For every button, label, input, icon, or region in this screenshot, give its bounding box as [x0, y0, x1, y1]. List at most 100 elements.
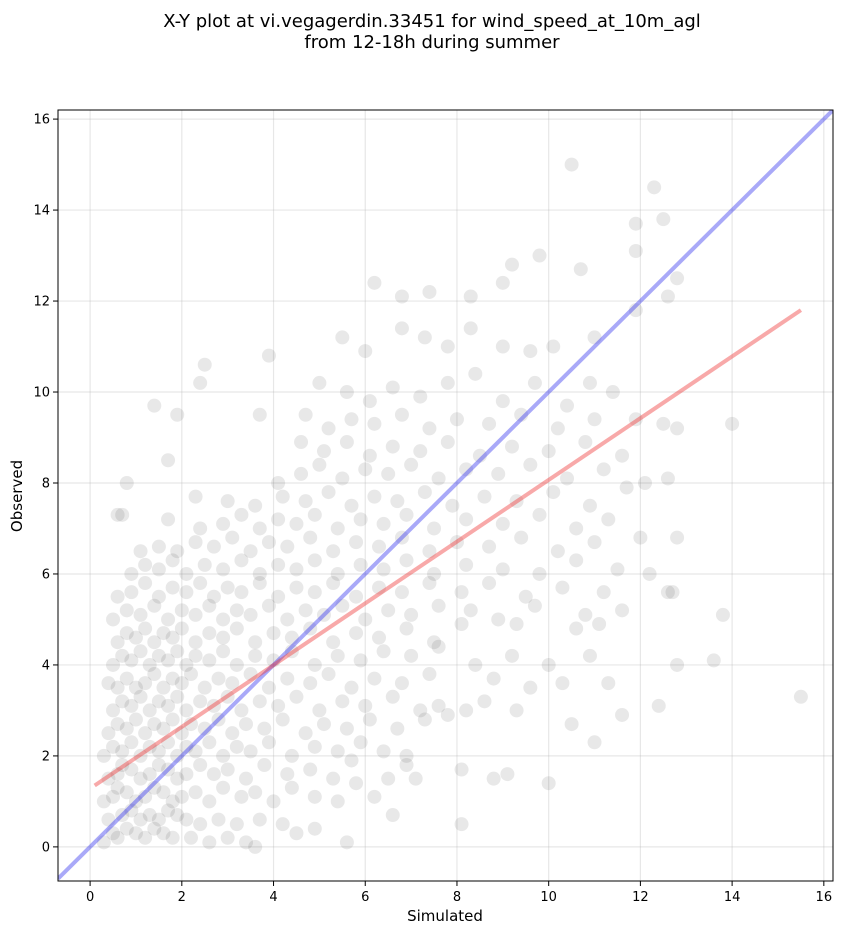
data-point	[119, 671, 134, 686]
data-point	[504, 257, 519, 272]
y-tick-label: 8	[42, 476, 50, 491]
data-point	[541, 444, 556, 459]
data-point	[252, 694, 267, 709]
data-point	[294, 466, 309, 481]
data-point	[404, 457, 419, 472]
data-point	[179, 566, 194, 581]
data-point	[239, 835, 254, 850]
data-point	[284, 748, 299, 763]
data-point	[509, 494, 524, 509]
data-point	[394, 530, 409, 545]
data-point	[344, 753, 359, 768]
data-point	[665, 585, 680, 600]
data-point	[385, 380, 400, 395]
data-point	[647, 180, 662, 195]
data-point	[394, 585, 409, 600]
data-point	[220, 689, 235, 704]
data-point	[216, 612, 231, 627]
data-point	[390, 721, 405, 736]
data-point	[124, 698, 139, 713]
data-point	[119, 475, 134, 490]
data-point	[124, 803, 139, 818]
data-point	[289, 826, 304, 841]
data-point	[170, 808, 185, 823]
data-point	[101, 726, 116, 741]
data-point	[637, 475, 652, 490]
data-point	[367, 416, 382, 431]
data-point	[523, 344, 538, 359]
data-point	[170, 644, 185, 659]
data-point	[372, 539, 387, 554]
data-point	[115, 758, 130, 773]
data-point	[193, 375, 208, 390]
data-point	[592, 617, 607, 631]
data-point	[211, 812, 226, 827]
data-points	[96, 157, 808, 854]
data-point	[188, 785, 203, 800]
data-point	[119, 603, 134, 618]
data-point	[133, 689, 148, 704]
data-point	[142, 767, 157, 782]
data-point	[243, 607, 258, 622]
data-point	[161, 512, 176, 527]
data-point	[197, 680, 212, 695]
data-point	[179, 812, 194, 827]
data-point	[587, 412, 602, 427]
x-tick-label: 10	[540, 890, 557, 905]
data-point	[486, 671, 501, 686]
data-point	[307, 657, 322, 672]
data-point	[615, 707, 630, 722]
chart-title-line-1: X-Y plot at vi.vegagerdin.33451 for wind…	[163, 11, 701, 32]
data-point	[156, 826, 171, 841]
data-point	[124, 585, 139, 600]
data-point	[628, 244, 643, 259]
chart-title-line-2: from 12-18h during summer	[304, 32, 560, 53]
data-point	[376, 744, 391, 759]
data-point	[587, 735, 602, 750]
data-point	[660, 289, 675, 304]
data-point	[569, 553, 584, 568]
data-point	[495, 516, 510, 531]
data-point	[174, 726, 189, 741]
x-tick-label: 0	[86, 890, 94, 905]
data-point	[110, 589, 125, 604]
data-point	[119, 821, 134, 836]
data-point	[261, 598, 276, 613]
data-point	[358, 698, 373, 713]
data-point	[239, 717, 254, 732]
data-point	[449, 412, 464, 427]
data-point	[431, 698, 446, 713]
data-point	[555, 580, 570, 595]
data-point	[193, 576, 208, 591]
data-point	[339, 385, 354, 400]
data-point	[362, 448, 377, 463]
x-tick-label: 12	[632, 890, 649, 905]
data-point	[161, 803, 176, 818]
data-point	[307, 789, 322, 804]
data-point	[349, 589, 364, 604]
data-point	[339, 835, 354, 850]
data-point	[147, 398, 162, 413]
data-point	[229, 739, 244, 754]
data-point	[477, 694, 492, 709]
data-point	[206, 589, 221, 604]
data-point	[128, 630, 143, 645]
data-point	[385, 439, 400, 454]
data-point	[330, 794, 345, 809]
data-point	[550, 421, 565, 436]
data-point	[193, 694, 208, 709]
data-point	[307, 553, 322, 568]
data-point	[151, 589, 166, 604]
data-point	[587, 330, 602, 345]
data-point	[326, 576, 341, 591]
data-point	[601, 512, 616, 527]
data-point	[110, 780, 125, 795]
data-point	[151, 562, 166, 577]
data-point	[532, 248, 547, 263]
x-tick-label: 2	[178, 890, 186, 905]
data-point	[316, 444, 331, 459]
data-point	[133, 771, 148, 786]
data-point	[161, 762, 176, 777]
data-point	[394, 321, 409, 336]
data-point	[307, 507, 322, 522]
